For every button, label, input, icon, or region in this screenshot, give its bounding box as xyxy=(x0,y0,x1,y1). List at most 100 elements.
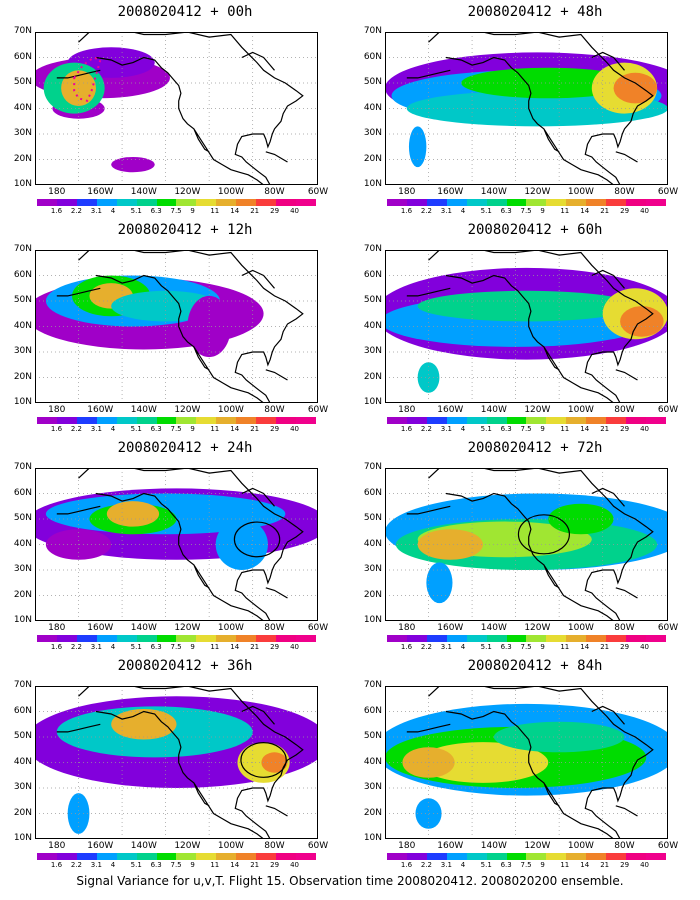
colorbar-swatch xyxy=(406,635,427,642)
lon-tick-label: 120W xyxy=(524,405,551,415)
colorbar-label: 40 xyxy=(640,425,649,433)
colorbar-label: 14 xyxy=(230,425,240,433)
lat-tick-label: 40N xyxy=(363,102,382,113)
colorbar-label: 1.6 xyxy=(50,643,63,651)
map-panel: 2008020412 + 72h 70N 60N 50N 40N 30N 20N 10N 180… xyxy=(364,440,700,651)
colorbar-label: 11 xyxy=(210,861,220,869)
colorbar-label: 7.5 xyxy=(170,861,182,869)
colorbar-swatch xyxy=(295,635,316,642)
lat-tick-label: 50N xyxy=(13,295,32,305)
colorbar-label: 2.2 xyxy=(70,207,82,215)
variance-contour-region xyxy=(111,156,155,173)
colorbar-label: 14 xyxy=(580,643,590,651)
lon-tick-label: 180 xyxy=(48,841,66,851)
colorbar-label: 3.1 xyxy=(90,861,102,869)
lat-tick-label: 30N xyxy=(13,782,32,792)
colorbar-swatch xyxy=(96,853,117,860)
variance-contour-region xyxy=(493,721,625,753)
colorbar-label: 9 xyxy=(190,643,195,651)
lon-tick-label: 80W xyxy=(614,623,635,633)
colorbar-swatch xyxy=(606,635,627,642)
signal-variance-map xyxy=(385,686,668,839)
lon-tick-label: 180 xyxy=(398,405,416,415)
colorbar-label: 1.6 xyxy=(50,207,63,215)
colorbar-label: 40 xyxy=(640,207,649,215)
lon-tick-label: 80W xyxy=(264,187,285,197)
colorbar-label: 4 xyxy=(110,861,116,869)
lon-tick-label: 140W xyxy=(480,623,507,633)
colorbar-swatch xyxy=(406,853,427,860)
lat-tick-label: 30N xyxy=(363,782,382,792)
colorbar-label: 4 xyxy=(110,207,116,215)
lat-tick-label: 60N xyxy=(13,269,32,280)
colorbar-swatch xyxy=(466,853,487,860)
lon-tick-label: 120W xyxy=(524,841,551,851)
colorbar-label: 29 xyxy=(270,207,280,215)
panel-title: 2008020412 + 48h xyxy=(467,4,603,20)
colorbar-label: 5.1 xyxy=(480,425,492,433)
lon-tick-label: 140W xyxy=(480,405,507,415)
lon-tick-label: 160W xyxy=(87,841,114,851)
colorbar-swatch xyxy=(566,635,587,642)
lon-tick-label: 180 xyxy=(48,405,66,415)
lat-tick-label: 40N xyxy=(363,538,382,549)
colorbar-label: 4 xyxy=(110,425,116,433)
colorbar-label: 4 xyxy=(460,425,466,433)
colorbar-swatch xyxy=(506,853,527,860)
colorbar-label: 21 xyxy=(250,425,260,433)
colorbar-swatch xyxy=(606,199,627,206)
colorbar-swatch xyxy=(586,199,607,206)
colorbar-label: 6.3 xyxy=(500,207,512,215)
colorbar-label: 14 xyxy=(580,425,590,433)
lon-tick-label: 100W xyxy=(567,187,594,197)
lon-tick-label: 60W xyxy=(657,187,679,197)
lat-tick-label: 10N xyxy=(13,833,32,843)
colorbar-swatch xyxy=(156,853,177,860)
colorbar-label: 7.5 xyxy=(520,207,532,215)
coastline xyxy=(406,686,654,839)
variance-contour-region xyxy=(417,742,549,783)
colorbar-swatch xyxy=(256,853,277,860)
lon-tick-label: 100W xyxy=(567,405,594,415)
lat-tick-label: 10N xyxy=(363,179,382,189)
colorbar-swatch xyxy=(216,853,237,860)
map-panel: 2008020412 + 84h 70N 60N 50N 40N 30N 20N 10N 180… xyxy=(364,658,700,869)
colorbar-swatch xyxy=(116,635,137,642)
lat-tick-label: 20N xyxy=(363,589,382,600)
colorbar-label: 21 xyxy=(250,207,260,215)
lat-tick-label: 30N xyxy=(13,564,32,574)
lat-tick-label: 20N xyxy=(363,371,382,382)
variance-contour-region xyxy=(613,72,658,104)
map-panel: 2008020412 + 24h 70N 60N 50N 40N 30N 20N 10N 180… xyxy=(14,440,350,651)
colorbar-swatch xyxy=(466,417,487,424)
lon-tick-label: 120W xyxy=(174,405,201,415)
lon-tick-label: 60W xyxy=(307,623,329,633)
colorbar-swatch xyxy=(37,417,57,424)
colorbar-label: 6.3 xyxy=(150,643,162,651)
lon-tick-label: 160W xyxy=(437,841,464,851)
colorbar-label: 3.1 xyxy=(90,207,102,215)
colorbar-label: 21 xyxy=(250,643,260,651)
colorbar-swatch xyxy=(276,417,296,424)
colorbar-swatch xyxy=(276,853,296,860)
colorbar-label: 40 xyxy=(290,425,299,433)
lat-tick-label: 20N xyxy=(13,153,32,164)
colorbar-swatch xyxy=(156,635,177,642)
lon-tick-label: 160W xyxy=(87,623,114,633)
colorbar-swatch xyxy=(216,635,237,642)
colorbar-label: 4 xyxy=(110,643,116,651)
coastline xyxy=(56,32,304,185)
colorbar-swatch xyxy=(446,635,467,642)
colorbar-swatch xyxy=(486,635,507,642)
colorbar-label: 7.5 xyxy=(520,861,532,869)
colorbar-swatch xyxy=(76,417,97,424)
coastline xyxy=(56,468,304,621)
variance-contour-region xyxy=(415,798,442,829)
lat-tick-label: 60N xyxy=(13,51,32,62)
colorbar-label: 1.6 xyxy=(400,425,413,433)
colorbar-swatch xyxy=(426,635,447,642)
colorbar-swatch xyxy=(486,853,507,860)
colorbar-swatch xyxy=(606,417,627,424)
lat-tick-label: 10N xyxy=(13,397,32,407)
